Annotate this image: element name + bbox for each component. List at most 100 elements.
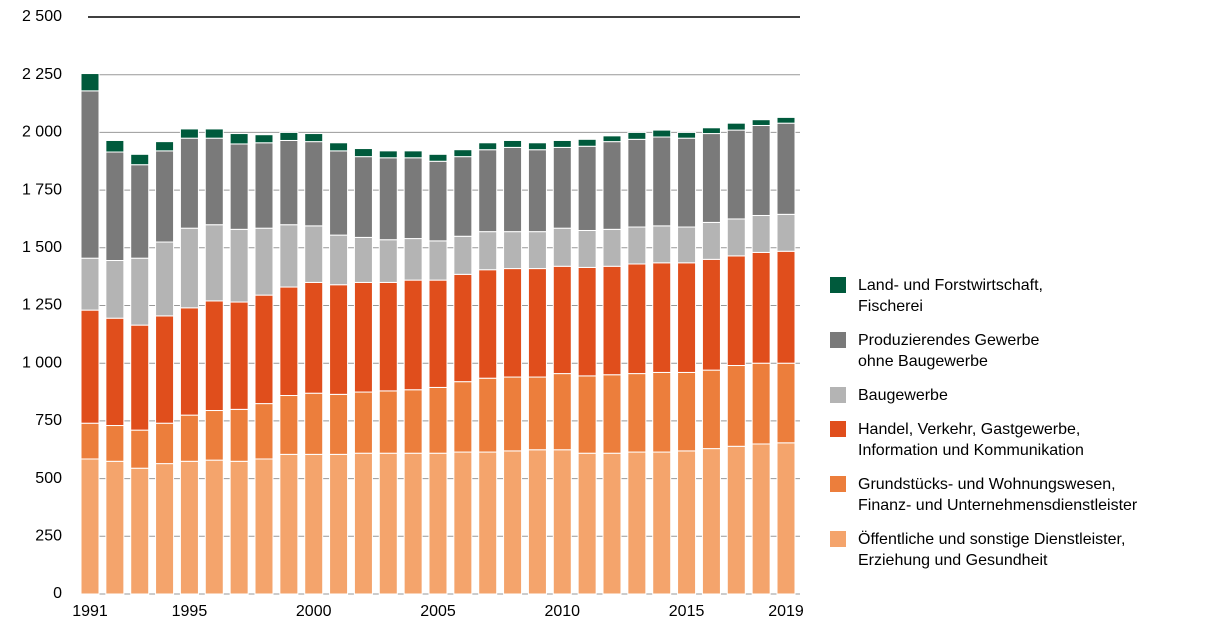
bar-segment [378, 281, 398, 392]
bar-segment [726, 122, 746, 131]
bar-segment [254, 294, 274, 405]
bar-segment [403, 157, 423, 240]
bar-segment [627, 226, 647, 265]
y-tick-label: 1 500 [22, 239, 62, 256]
y-tick-label: 1 000 [22, 354, 62, 371]
x-tick-label: 2000 [296, 603, 332, 620]
bar-segment [254, 142, 274, 229]
bar-segment [229, 460, 249, 595]
bar-segment [627, 263, 647, 375]
bar-segment [552, 146, 572, 229]
bar-segment [204, 410, 224, 461]
legend: Land- und Forstwirtschaft, Fischerei Prod… [830, 275, 1220, 584]
bar-segment [179, 414, 199, 462]
bar-segment [527, 376, 547, 451]
bar-segment [577, 452, 597, 595]
bar-segment [179, 307, 199, 416]
bar-segment [627, 373, 647, 453]
y-tick-label: 500 [35, 470, 62, 487]
bar-segment [776, 250, 796, 364]
bar-segment [751, 119, 771, 126]
bar-segment [627, 131, 647, 140]
bar-segment [329, 284, 349, 395]
bar-segment [155, 463, 175, 595]
legend-item: Baugewerbe [830, 385, 1220, 406]
bar-segment [105, 425, 125, 462]
bar-segment [105, 460, 125, 595]
bar-segment [254, 227, 274, 296]
bar-segment [602, 374, 622, 454]
bar-segment [279, 224, 299, 288]
bar-segment [478, 377, 498, 453]
bar-segment [453, 451, 473, 595]
bar-segment [304, 392, 324, 455]
bar-segment [80, 422, 100, 460]
bar-segment [329, 150, 349, 236]
legend-label: Land- und Forstwirtschaft, Fischerei [858, 277, 1043, 315]
y-tick-label: 1 750 [22, 181, 62, 198]
bar-segment [527, 149, 547, 233]
bar-segment [179, 137, 199, 229]
bar-segment [701, 258, 721, 371]
bar-segment [527, 231, 547, 270]
bar-segment [726, 218, 746, 257]
bar-segment [652, 262, 672, 373]
bar-segment [503, 450, 523, 595]
bar-segment [279, 139, 299, 226]
x-tick-label: 2005 [420, 603, 456, 620]
bar-segment [478, 149, 498, 233]
bar-segment [105, 317, 125, 427]
bar-segment [677, 131, 697, 139]
legend-label: Produzierendes Gewerbe ohne Baugewerbe [858, 332, 1040, 370]
bar-segment [552, 449, 572, 595]
bar-segment [204, 224, 224, 302]
bar-segment [80, 90, 100, 259]
bar-segment [179, 460, 199, 595]
bar-segment [776, 362, 796, 444]
bar-segment [80, 257, 100, 311]
bar-segment [652, 225, 672, 264]
bar-segment [627, 451, 647, 595]
x-tick-label: 1995 [172, 603, 208, 620]
bar-segment [130, 324, 150, 431]
bar-segment [80, 309, 100, 424]
bar-segment [304, 133, 324, 143]
bar-segment [701, 369, 721, 450]
bar-segment [105, 151, 125, 261]
bar-segment [353, 391, 373, 454]
bar-segment [279, 131, 299, 141]
bar-segment [453, 381, 473, 453]
bar-segment [130, 257, 150, 326]
bar-segment [453, 235, 473, 275]
bar-segment [329, 142, 349, 152]
bar-segment [304, 281, 324, 394]
bar-segment [403, 150, 423, 159]
bar-segment [279, 286, 299, 397]
x-tick-label: 2010 [544, 603, 580, 620]
bar-segment [751, 443, 771, 595]
bar-segment [577, 229, 597, 268]
bar-segment [428, 153, 448, 162]
bar-segment [403, 279, 423, 391]
legend-item: Öffentliche und sonstige Dienstleister, … [830, 529, 1220, 571]
legend-item: Grundstücks- und Wohnungswesen, Finanz- … [830, 474, 1220, 516]
legend-item: Land- und Forstwirtschaft, Fischerei [830, 275, 1220, 317]
bar-segment [304, 453, 324, 595]
bar-segment [527, 142, 547, 151]
legend-swatch [830, 387, 846, 403]
bar-segment [353, 148, 373, 158]
bar-segment [552, 227, 572, 267]
bar-segment [353, 281, 373, 393]
bar-segment [503, 231, 523, 270]
bar-segment [552, 373, 572, 451]
y-tick-label: 2 250 [22, 66, 62, 83]
bar-segment [751, 251, 771, 364]
legend-item: Handel, Verkehr, Gastgewerbe, Informatio… [830, 419, 1220, 461]
legend-swatch [830, 421, 846, 437]
bar-segment [577, 145, 597, 231]
bar-segment [478, 231, 498, 271]
legend-swatch [830, 332, 846, 348]
bar-segment [677, 137, 697, 228]
bar-segment [204, 459, 224, 595]
bar-segment [726, 445, 746, 595]
